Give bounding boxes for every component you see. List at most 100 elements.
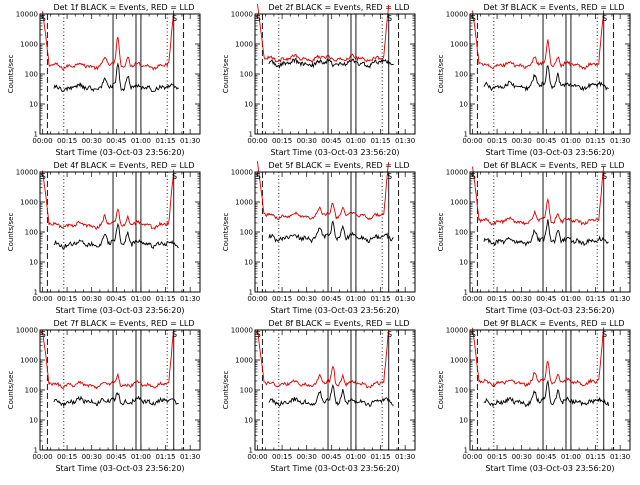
x-tick-label: 00:15 — [272, 137, 292, 145]
chart-panel-5: Det 5f BLACK = Events, RED = LLD Counts/s… — [222, 161, 416, 315]
x-tick-label: 01:30 — [180, 453, 200, 461]
y-tick-label: 10 — [459, 101, 468, 109]
y-tick-label: 10 — [29, 101, 38, 109]
y-tick-label: 100 — [455, 387, 468, 395]
chart-title: Det 6f BLACK = Events, RED = LLD — [483, 161, 624, 170]
saa-marker: S — [602, 330, 607, 339]
saa-marker: S — [471, 330, 476, 339]
x-tick-label: 00:15 — [487, 453, 507, 461]
x-tick-label: 01:30 — [610, 295, 630, 303]
y-tick-label: 1 — [464, 447, 468, 455]
series-line-events — [53, 222, 179, 250]
y-tick-label: 1 — [249, 289, 253, 297]
x-tick-label: 01:30 — [180, 137, 200, 145]
chart-panel-2: Det 2f BLACK = Events, RED = LLD Counts/s… — [222, 3, 416, 157]
y-tick-label: 10 — [244, 101, 253, 109]
series-line-events — [268, 383, 394, 408]
y-axis-label: Counts/sec — [7, 371, 15, 410]
plot-frame — [469, 329, 631, 451]
x-tick-label: 00:45 — [106, 453, 126, 461]
y-tick-label: 1 — [249, 447, 253, 455]
y-tick-label: 1000 — [20, 357, 38, 365]
x-tick-label: 01:15 — [585, 295, 605, 303]
chart-title: Det 3f BLACK = Events, RED = LLD — [483, 3, 624, 12]
x-tick-label: 01:30 — [395, 137, 415, 145]
saa-marker: S — [172, 14, 177, 23]
x-tick-label: 01:00 — [131, 453, 151, 461]
plot-frame — [254, 329, 416, 451]
y-axis-label: Counts/sec — [7, 213, 15, 252]
series-line-events — [483, 379, 610, 408]
x-tick-label: 00:30 — [82, 295, 102, 303]
series-line-lld — [257, 4, 390, 64]
x-tick-label: 00:30 — [297, 453, 317, 461]
chart-panel-3: Det 3f BLACK = Events, RED = LLD Counts/s… — [437, 3, 631, 157]
x-tick-label: 00:45 — [321, 453, 341, 461]
x-tick-label: 00:30 — [82, 453, 102, 461]
x-tick-label: 00:30 — [512, 137, 532, 145]
x-tick-label: 00:00 — [247, 453, 267, 461]
chart-title: Det 7f BLACK = Events, RED = LLD — [53, 319, 194, 328]
y-tick-label: 1 — [34, 131, 38, 139]
x-tick-label: 00:30 — [297, 137, 317, 145]
series-line-lld — [257, 161, 390, 221]
x-tick-label: 00:45 — [321, 295, 341, 303]
x-tick-label: 01:15 — [585, 137, 605, 145]
plot-frame — [254, 171, 416, 293]
x-tick-label: 00:00 — [32, 137, 52, 145]
series-line-events — [483, 65, 609, 92]
saa-marker: S — [41, 14, 46, 23]
y-tick-label: 1 — [464, 289, 468, 297]
saa-marker: S — [172, 172, 177, 181]
chart-title: Det 1f BLACK = Events, RED = LLD — [53, 3, 194, 12]
y-tick-label: 10000 — [231, 327, 253, 335]
y-tick-label: 100 — [25, 229, 38, 237]
y-tick-label: 10 — [244, 259, 253, 267]
x-tick-label: 01:00 — [346, 137, 366, 145]
x-tick-label: 00:15 — [487, 295, 507, 303]
y-axis-label: Counts/sec — [222, 55, 230, 94]
x-tick-label: 00:00 — [462, 453, 482, 461]
y-tick-label: 10000 — [446, 11, 468, 19]
series-line-lld — [257, 329, 390, 389]
x-tick-label: 00:00 — [247, 137, 267, 145]
y-tick-label: 1000 — [450, 357, 468, 365]
y-axis-label: Counts/sec — [437, 371, 445, 410]
x-axis-label: Start Time (03-Oct-03 23:56:20) — [270, 148, 399, 157]
plot-frame — [39, 329, 201, 451]
x-tick-label: 00:45 — [536, 295, 556, 303]
y-tick-label: 10000 — [446, 169, 468, 177]
x-axis-label: Start Time (03-Oct-03 23:56:20) — [55, 148, 184, 157]
plot-frame — [39, 171, 201, 293]
series-line-lld — [42, 10, 175, 71]
y-tick-label: 1 — [34, 289, 38, 297]
y-tick-label: 10 — [29, 417, 38, 425]
saa-marker: S — [387, 172, 392, 181]
y-tick-label: 10 — [459, 417, 468, 425]
y-tick-label: 100 — [455, 71, 468, 79]
x-tick-label: 01:00 — [561, 137, 581, 145]
x-tick-label: 00:45 — [536, 137, 556, 145]
x-axis-label: Start Time (03-Oct-03 23:56:20) — [270, 306, 399, 315]
series-line-lld — [42, 169, 175, 231]
x-tick-label: 01:15 — [585, 453, 605, 461]
x-tick-label: 00:00 — [32, 295, 52, 303]
x-tick-label: 00:00 — [462, 295, 482, 303]
y-tick-label: 10000 — [16, 11, 38, 19]
plot-frame — [469, 171, 631, 293]
x-tick-label: 01:15 — [370, 137, 390, 145]
saa-marker: S — [471, 14, 476, 23]
x-tick-label: 01:00 — [561, 453, 581, 461]
x-tick-label: 00:15 — [272, 295, 292, 303]
plot-frame — [39, 13, 201, 135]
x-tick-label: 00:45 — [536, 453, 556, 461]
y-tick-label: 1000 — [235, 199, 253, 207]
y-tick-label: 10000 — [16, 169, 38, 177]
chart-title: Det 8f BLACK = Events, RED = LLD — [268, 319, 409, 328]
y-tick-label: 10000 — [446, 327, 468, 335]
x-tick-label: 00:15 — [57, 295, 77, 303]
y-tick-label: 100 — [455, 229, 468, 237]
x-tick-label: 01:00 — [131, 137, 151, 145]
chart-title: Det 9f BLACK = Events, RED = LLD — [483, 319, 624, 328]
